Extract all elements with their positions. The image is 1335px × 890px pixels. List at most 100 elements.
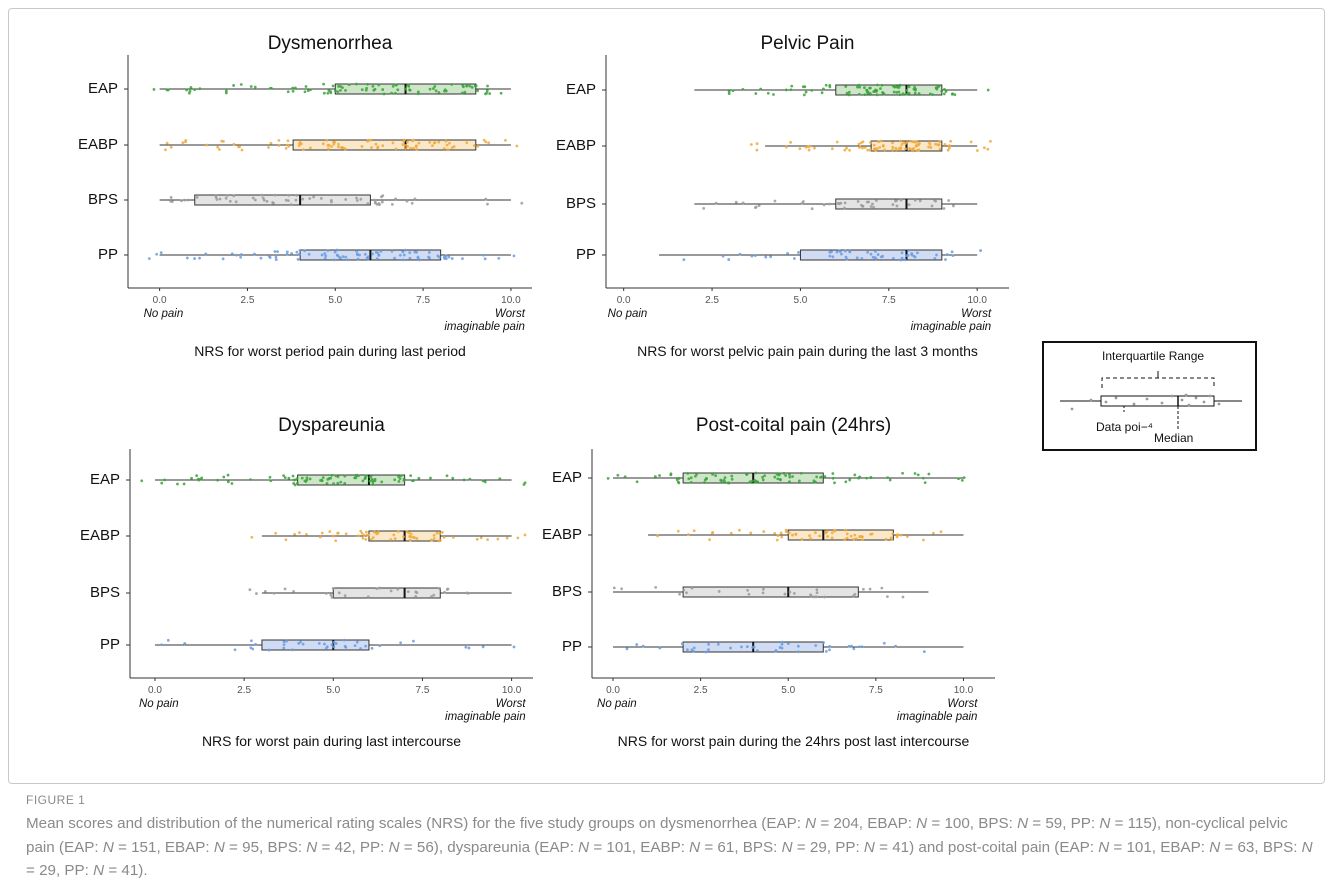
data-point — [918, 199, 922, 203]
data-point — [504, 138, 507, 142]
data-point — [155, 252, 159, 256]
data-point — [899, 198, 903, 202]
data-point — [843, 206, 846, 210]
data-point — [901, 595, 905, 599]
data-point — [844, 528, 848, 532]
data-point — [343, 147, 347, 151]
iqr-box-bps — [194, 194, 371, 206]
data-point — [343, 481, 347, 485]
x-tick-label: 0.0 — [606, 685, 620, 696]
x-tick-label: 10.0 — [502, 685, 522, 696]
data-point — [780, 643, 784, 646]
data-point — [937, 84, 941, 88]
data-point — [852, 647, 856, 651]
data-point — [298, 248, 302, 252]
data-point — [901, 92, 905, 96]
data-point — [686, 471, 690, 475]
data-point — [325, 138, 329, 142]
data-point — [251, 647, 255, 651]
data-point — [331, 84, 335, 88]
x-tick-label: 7.5 — [869, 685, 883, 696]
data-point — [224, 91, 228, 95]
data-point — [409, 147, 413, 150]
data-point — [401, 258, 405, 262]
data-point — [230, 252, 234, 256]
category-label-eabp: EABP — [77, 136, 118, 153]
data-point — [782, 471, 786, 475]
data-point — [240, 148, 244, 152]
data-point — [798, 147, 802, 151]
data-point — [233, 648, 237, 652]
data-point — [169, 199, 173, 203]
data-point — [402, 479, 406, 482]
data-point — [485, 89, 489, 93]
data-point — [844, 480, 848, 484]
data-point — [285, 252, 289, 256]
data-point — [875, 199, 878, 202]
data-point — [371, 536, 375, 539]
data-point — [483, 480, 487, 484]
data-point — [840, 252, 843, 256]
x-tick-label: 2.5 — [237, 685, 251, 696]
data-point — [373, 477, 377, 481]
data-point — [895, 204, 899, 208]
data-point — [899, 139, 902, 143]
data-point — [761, 591, 765, 595]
data-point — [824, 650, 828, 653]
iqr-box-bps — [682, 586, 859, 598]
data-point — [484, 140, 488, 144]
data-point — [686, 533, 690, 536]
data-point — [868, 86, 872, 90]
data-point — [185, 256, 189, 260]
data-point — [226, 480, 230, 484]
data-point — [164, 148, 167, 152]
figure-caption: Mean scores and distribution of the nume… — [26, 815, 1313, 879]
data-point — [860, 645, 864, 649]
data-point — [779, 478, 782, 482]
data-point — [822, 87, 825, 91]
category-label-eap: EAP — [87, 80, 118, 97]
data-point — [215, 198, 219, 201]
data-point — [845, 146, 848, 150]
data-point — [934, 199, 938, 203]
data-point — [371, 252, 374, 256]
data-point — [483, 257, 487, 261]
data-point — [249, 478, 252, 482]
data-point — [714, 474, 718, 477]
data-point — [269, 479, 273, 483]
data-point — [193, 88, 197, 91]
data-point — [465, 84, 469, 88]
data-point — [900, 256, 904, 260]
iqr-box-eap — [297, 474, 406, 486]
data-point — [786, 642, 790, 645]
data-point — [498, 477, 502, 481]
data-point — [927, 145, 931, 149]
data-point — [907, 85, 911, 89]
data-point — [472, 144, 476, 147]
data-point — [773, 199, 777, 203]
x-tick-label: 10.0 — [954, 685, 974, 696]
data-point — [789, 140, 793, 144]
data-point — [788, 480, 791, 484]
data-point — [913, 472, 917, 475]
data-point — [848, 249, 852, 253]
data-point — [866, 250, 870, 254]
data-point — [437, 587, 441, 590]
data-point — [946, 148, 950, 152]
data-point — [222, 475, 226, 479]
iqr-box-eap — [835, 84, 943, 96]
legend-median-label: Median — [1154, 431, 1194, 445]
data-point — [885, 595, 889, 599]
data-point — [221, 257, 225, 261]
data-point — [295, 250, 299, 254]
data-point — [327, 143, 331, 147]
data-point — [320, 253, 324, 257]
data-point — [285, 250, 289, 254]
data-point — [828, 83, 832, 87]
data-point — [692, 529, 696, 533]
data-point — [692, 646, 696, 650]
data-point — [828, 644, 832, 648]
data-point — [291, 648, 294, 652]
data-point — [482, 253, 485, 257]
data-point — [880, 586, 884, 590]
